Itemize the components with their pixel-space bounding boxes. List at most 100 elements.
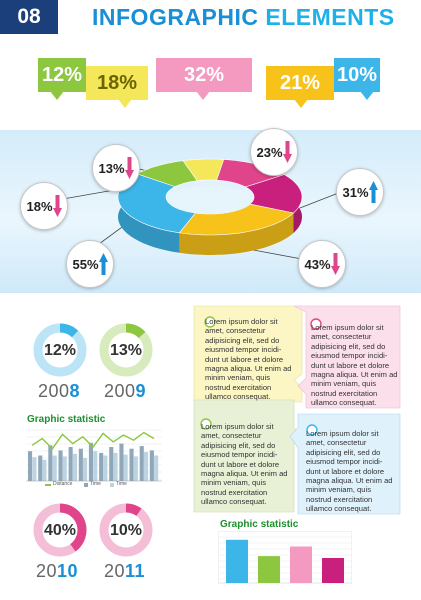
stat-1-bar-distance-3 xyxy=(48,445,53,481)
callout-18-label: 18% xyxy=(26,198,53,214)
tag-2: 18% xyxy=(86,66,148,108)
tag-2-label: 18% xyxy=(96,71,138,94)
stat-1-bar-time-3 xyxy=(52,455,57,481)
note-4-text: Lorem ipsum dolor sit amet, consectetur … xyxy=(306,429,393,514)
donut-side-3 xyxy=(179,213,294,255)
tag-5: 10% xyxy=(334,58,380,100)
stat-1-line xyxy=(31,431,155,450)
section-number-badge: 08 xyxy=(0,0,58,34)
callout-18: 18% xyxy=(20,182,68,230)
legend-time-1: Time xyxy=(90,481,101,487)
stat-1-chart xyxy=(26,429,162,482)
callout-31-label: 31% xyxy=(342,184,369,200)
arrow-up-icon xyxy=(98,253,108,275)
stat-2-chart xyxy=(218,531,352,584)
stat-1-bar-time-10 xyxy=(123,454,128,481)
note-3-text: Lorem ipsum dolor sit amet, consectetur … xyxy=(201,422,288,507)
stat-2-bar-1 xyxy=(226,539,248,583)
callout-55-label: 55% xyxy=(72,256,99,272)
stat-1-bar-distance-10 xyxy=(119,443,124,481)
legend-time-swatch xyxy=(84,483,88,487)
ring-1-arc xyxy=(59,323,79,338)
ring-4-label: 10% xyxy=(109,522,143,539)
year-2010-suffix: 10 xyxy=(57,561,79,581)
donut-slice-6 xyxy=(182,158,225,181)
stat-1-bar-time-8 xyxy=(103,455,108,481)
callout-43: 43% xyxy=(298,240,346,288)
tag-2-pointer xyxy=(118,99,132,108)
note-2-shape xyxy=(293,305,401,409)
note-4-bullet xyxy=(306,424,318,436)
callout-43-label: 43% xyxy=(304,256,331,272)
year-2008-suffix: 8 xyxy=(69,381,81,401)
stat-1-bar-distance-11 xyxy=(129,448,134,481)
arrow-down-icon xyxy=(330,253,340,275)
tag-4: 21% xyxy=(266,66,334,108)
note-2-bullet xyxy=(310,318,322,330)
stat-1-bar-time-9 xyxy=(113,452,118,481)
year-2011-prefix: 20 xyxy=(104,561,126,581)
year-2011-suffix: 11 xyxy=(125,561,146,581)
stat-1-bar-distance-1 xyxy=(28,451,33,481)
callout-23: 23% xyxy=(250,128,298,176)
ring-4-arc xyxy=(125,503,142,517)
ring-3-label: 40% xyxy=(43,522,77,539)
note-1-text: Lorem ipsum dolor sit amet, consectetur … xyxy=(205,317,292,402)
year-2009-suffix: 9 xyxy=(135,381,147,401)
stat-1-bar-time-13 xyxy=(154,455,159,481)
tag-1: 12% xyxy=(38,58,86,100)
stat-2-title: Graphic statistic xyxy=(220,519,299,530)
stat-1-bar-distance-6 xyxy=(78,448,83,481)
ring-2-label: 13% xyxy=(109,342,143,359)
year-2009-prefix: 200 xyxy=(104,381,136,401)
stat-1-bar-time-7 xyxy=(93,451,98,481)
section-number: 08 xyxy=(17,5,41,28)
stat-2-bar-4 xyxy=(322,558,344,583)
tag-1-pointer xyxy=(50,91,64,100)
ring-3-arc xyxy=(59,503,87,552)
stat-1-bar-distance-9 xyxy=(109,447,114,481)
stat-1-title: Graphic statistic xyxy=(27,414,106,425)
page-title: INFOGRAPHIC ELEMENTS xyxy=(92,4,395,31)
donut-chart xyxy=(39,149,347,263)
callout-55: 55% xyxy=(66,240,114,288)
legend-time2-swatch xyxy=(110,483,114,487)
arrow-down-icon xyxy=(124,157,134,179)
legend-distance: Distance xyxy=(53,481,73,487)
legend-distance-swatch xyxy=(45,484,51,486)
note-1-bullet xyxy=(204,316,216,328)
stat-1-bar-distance-4 xyxy=(58,450,63,481)
tag-4-label: 21% xyxy=(279,71,321,94)
stat-1-bar-distance-5 xyxy=(68,447,73,481)
stat-1-bar-time-2 xyxy=(42,459,47,482)
tag-1-label: 12% xyxy=(41,63,83,86)
arrow-up-icon xyxy=(368,181,378,203)
year-2010-prefix: 20 xyxy=(36,561,58,581)
arrow-down-icon xyxy=(282,141,292,163)
note-2-text: Lorem ipsum dolor sit amet, consectetur … xyxy=(311,323,398,408)
title-part1: INFOGRAPHIC xyxy=(92,4,259,30)
stat-1-bar-distance-13 xyxy=(149,450,154,481)
title-part2: ELEMENTS xyxy=(265,4,395,30)
callout-31: 31% xyxy=(336,168,384,216)
year-2010: 2010 xyxy=(36,561,78,582)
stat-1-bar-distance-12 xyxy=(139,446,144,481)
arrow-down-icon xyxy=(52,195,62,217)
notes-background xyxy=(193,305,401,515)
tag-4-pointer xyxy=(294,99,308,108)
stat-1-bar-distance-2 xyxy=(38,455,43,481)
year-2009: 2009 xyxy=(104,381,146,402)
tag-5-pointer xyxy=(360,91,374,100)
ring-1-label: 12% xyxy=(43,342,77,359)
callout-23-label: 23% xyxy=(256,144,283,160)
stat-1-bar-time-6 xyxy=(83,458,88,481)
donut-hole xyxy=(168,186,252,214)
stat-2-bar-2 xyxy=(258,556,280,583)
year-2011: 2011 xyxy=(104,561,145,582)
tag-3-pointer xyxy=(196,91,210,100)
donut-slices xyxy=(117,158,303,255)
stat-1-bar-time-11 xyxy=(133,456,138,481)
note-3-bullet xyxy=(200,418,212,430)
tag-5-label: 10% xyxy=(336,63,378,86)
tag-3-label: 32% xyxy=(183,63,225,86)
